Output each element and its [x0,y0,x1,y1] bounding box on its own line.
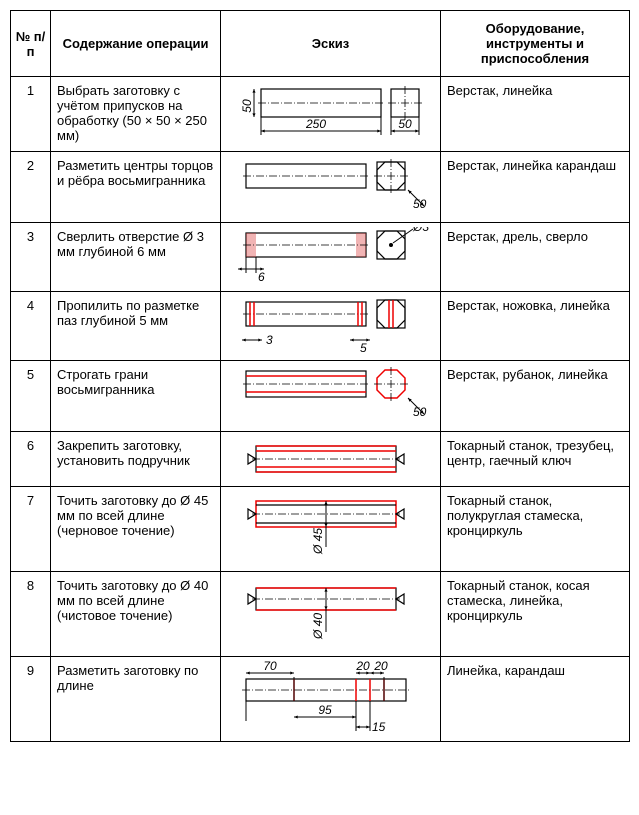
cell-tools: Верстак, рубанок, линейка [441,361,630,432]
cell-op: Строгать грани восьмигранника [51,361,221,432]
cell-op: Закрепить заготовку, установить подручни… [51,432,221,487]
header-sketch: Эскиз [221,11,441,77]
cell-sketch: Ø 45 [221,487,441,572]
table-row: 9 Разметить заготовку по длине 70 20 20 [11,657,630,742]
cell-tools: Верстак, ножовка, линейка [441,292,630,361]
table-row: 4 Пропилить по разметке паз глубиной 5 м… [11,292,630,361]
cell-num: 3 [11,223,51,292]
cell-num: 6 [11,432,51,487]
cell-op: Выбрать заготовку с учётом припусков на … [51,77,221,152]
cell-tools: Токарный станок, трезубец, центр, гаечны… [441,432,630,487]
cell-sketch: Ø 40 [221,572,441,657]
table-row: 5 Строгать грани восьмигранника 50 Верст… [11,361,630,432]
svg-text:95: 95 [318,703,332,717]
svg-text:6: 6 [258,270,265,284]
svg-text:50: 50 [398,117,412,131]
table-row: 1 Выбрать заготовку с учётом припусков н… [11,77,630,152]
svg-text:250: 250 [304,117,325,131]
cell-tools: Линейка, карандаш [441,657,630,742]
cell-num: 7 [11,487,51,572]
svg-text:15: 15 [372,720,386,734]
table-row: 8 Точить заготовку до Ø 40 мм по всей дл… [11,572,630,657]
header-num: № п/п [11,11,51,77]
cell-sketch: 50 [221,152,441,223]
svg-text:20: 20 [355,661,370,673]
svg-text:50: 50 [413,405,427,419]
cell-num: 8 [11,572,51,657]
svg-text:Ø 40: Ø 40 [311,613,325,640]
cell-op: Сверлить отверстие Ø 3 мм глубиной 6 мм [51,223,221,292]
cell-op: Разметить центры торцов и рёбра восьмигр… [51,152,221,223]
svg-text:70: 70 [263,661,277,673]
cell-op: Точить заготовку до Ø 40 мм по всей длин… [51,572,221,657]
cell-sketch: 3 5 [221,292,441,361]
cell-num: 1 [11,77,51,152]
cell-num: 9 [11,657,51,742]
svg-text:50: 50 [240,99,254,113]
cell-tools: Верстак, линейка [441,77,630,152]
cell-num: 5 [11,361,51,432]
svg-text:50: 50 [413,197,427,211]
svg-text:3: 3 [266,333,273,347]
table-head: № п/п Содержание операции Эскиз Оборудов… [11,11,630,77]
cell-sketch: 250 50 50 [221,77,441,152]
cell-num: 4 [11,292,51,361]
table-body: 1 Выбрать заготовку с учётом припусков н… [11,77,630,742]
cell-sketch: 70 20 20 95 15 [221,657,441,742]
cell-tools: Верстак, линейка карандаш [441,152,630,223]
table-row: 7 Точить заготовку до Ø 45 мм по всей дл… [11,487,630,572]
svg-text:Ø 45: Ø 45 [311,528,325,555]
cell-op: Точить заготовку до Ø 45 мм по всей длин… [51,487,221,572]
table-row: 2 Разметить центры торцов и рёбра восьми… [11,152,630,223]
svg-text:20: 20 [373,661,388,673]
cell-tools: Токарный станок, полукруглая стамеска, к… [441,487,630,572]
svg-text:5: 5 [360,341,367,355]
cell-op: Пропилить по разметке паз глубиной 5 мм [51,292,221,361]
cell-sketch: 50 [221,361,441,432]
header-tools: Оборудование, инструменты и приспособлен… [441,11,630,77]
cell-tools: Токарный станок, косая стамеска, линейка… [441,572,630,657]
cell-sketch [221,432,441,487]
cell-op: Разметить заготовку по длине [51,657,221,742]
cell-tools: Верстак, дрель, сверло [441,223,630,292]
table-row: 6 Закрепить заготовку, установить подруч… [11,432,630,487]
svg-text:Ø3: Ø3 [412,227,429,234]
table-row: 3 Сверлить отверстие Ø 3 мм глубиной 6 м… [11,223,630,292]
cell-num: 2 [11,152,51,223]
cell-sketch: 6 Ø3 [221,223,441,292]
header-op: Содержание операции [51,11,221,77]
process-table: № п/п Содержание операции Эскиз Оборудов… [10,10,630,742]
